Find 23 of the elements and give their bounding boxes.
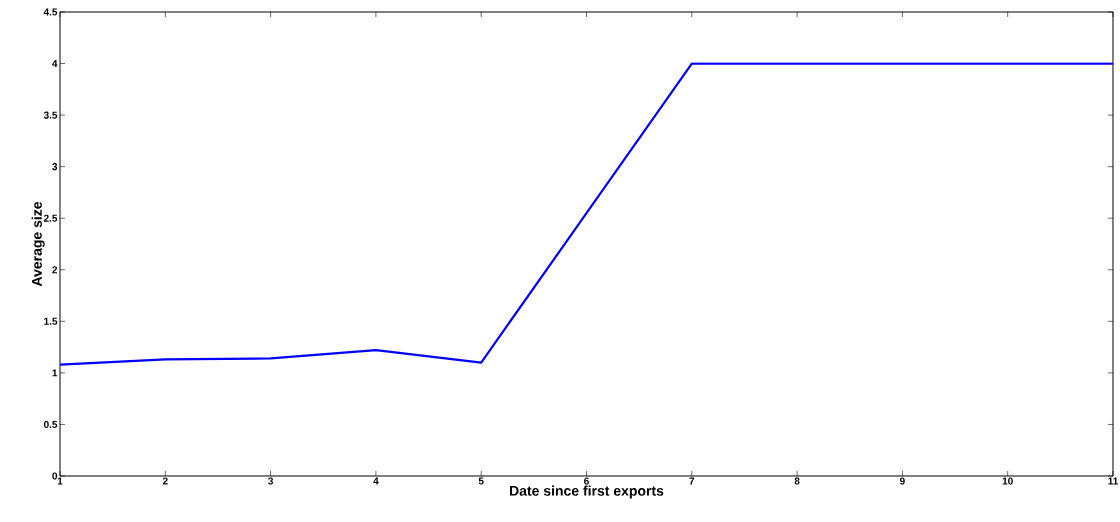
y-tick-label: 4.5 bbox=[43, 8, 58, 16]
y-tick-label: 1.5 bbox=[44, 317, 58, 325]
x-tick-label: 9 bbox=[899, 477, 905, 485]
y-tick-label: 4 bbox=[52, 60, 58, 67]
x-tick-label: 5 bbox=[478, 477, 484, 485]
y-tick-label: 3 bbox=[52, 163, 58, 171]
y-tick-label: 2.5 bbox=[43, 214, 58, 222]
x-tick-label: 11 bbox=[1108, 477, 1118, 485]
x-tick-label: 6 bbox=[584, 477, 589, 485]
y-tick-label: 2 bbox=[52, 266, 58, 274]
x-tick-label: 7 bbox=[689, 477, 695, 485]
x-tick-label: 8 bbox=[794, 477, 800, 485]
x-tick-label: 10 bbox=[1002, 477, 1013, 485]
x-axis-title: Date since first exports bbox=[510, 485, 664, 499]
x-tick-label: 4 bbox=[373, 477, 379, 485]
y-tick-label: 3.5 bbox=[43, 111, 58, 119]
y-tick-label: 0 bbox=[52, 472, 58, 480]
x-tick-label: 2 bbox=[162, 477, 168, 485]
x-tick-label: 1 bbox=[57, 477, 63, 485]
x-tick-label: 3 bbox=[268, 477, 274, 485]
y-axis-title: Average size bbox=[31, 201, 45, 287]
y-tick-label: 1 bbox=[52, 369, 58, 377]
y-tick-label: 0.5 bbox=[43, 420, 58, 428]
